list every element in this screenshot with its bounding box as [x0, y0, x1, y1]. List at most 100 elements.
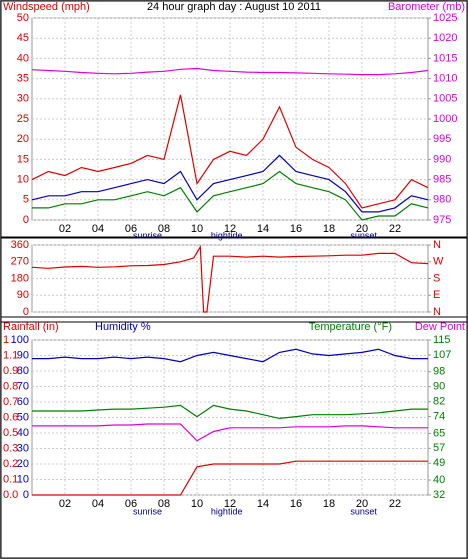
- x-tick-label: 22: [389, 498, 401, 510]
- event-label: hightide: [211, 230, 243, 240]
- y3-tick-label: 0.5: [3, 427, 18, 439]
- x-tick-label: 18: [323, 498, 335, 510]
- y-tick-label: 100: [11, 334, 29, 346]
- y2-tick-label: 980: [433, 194, 451, 206]
- y2-tick-label: 40: [433, 474, 445, 486]
- y-tick-label: 180: [11, 272, 29, 284]
- y-tick-label: 0: [23, 214, 29, 226]
- x-tick-label: 08: [158, 223, 170, 235]
- y2-tick-label: N: [433, 306, 441, 318]
- x-tick-label: 02: [59, 223, 71, 235]
- y-tick-label: 30: [17, 93, 29, 105]
- y2-tick-label: 995: [433, 133, 451, 145]
- y-tick-label: 90: [17, 289, 29, 301]
- y2-tick-label: 1005: [433, 93, 457, 105]
- y2-tick-label: 1015: [433, 52, 457, 64]
- event-label: sunset: [350, 506, 377, 516]
- y3-tick-label: 0.1: [3, 473, 18, 485]
- event-label: hightide: [211, 506, 243, 516]
- y2-tick-label: 1020: [433, 32, 457, 44]
- y3-tick-label: 0.2: [3, 458, 18, 470]
- y3-tick-label: 0.9: [3, 365, 18, 377]
- y2-tick-label: 1025: [433, 12, 457, 24]
- y3-tick-label: 1: [3, 334, 9, 346]
- series-line: [32, 170, 429, 221]
- x-tick-label: 16: [290, 223, 302, 235]
- x-tick-label: 06: [125, 223, 137, 235]
- series-line: [31, 244, 429, 313]
- y-tick-label: 270: [11, 256, 29, 268]
- y-axis-title: Windspeed (mph): [3, 1, 90, 13]
- y2-axis-title: Barometer (mb): [388, 1, 465, 13]
- y2-tick-label: 32: [433, 489, 445, 501]
- y-tick-label: 50: [17, 411, 29, 423]
- y-tick-label: 15: [17, 153, 29, 165]
- series-line: [31, 94, 429, 209]
- y3-tick-label: 1.1: [3, 349, 18, 361]
- x-tick-label: 10: [191, 498, 203, 510]
- y-tick-label: 50: [17, 12, 29, 24]
- y2-tick-label: 49: [433, 457, 445, 469]
- y2-tick-label: 115: [433, 334, 451, 346]
- y3-tick-label: 0.6: [3, 411, 18, 423]
- y2-tick-label: 98: [433, 366, 445, 378]
- legend-label: Humidity %: [95, 321, 151, 333]
- x-tick-label: 14: [257, 223, 269, 235]
- legend-label: Temperature (°F): [309, 321, 392, 333]
- y-tick-label: 90: [17, 349, 29, 361]
- y-tick-label: 360: [11, 239, 29, 251]
- y2-tick-label: 990: [433, 153, 451, 165]
- y3-tick-label: 0.3: [3, 442, 18, 454]
- y2-tick-label: 57: [433, 442, 445, 454]
- y-tick-label: 60: [17, 396, 29, 408]
- y-tick-label: 25: [17, 113, 29, 125]
- y2-tick-label: 90: [433, 381, 445, 393]
- x-tick-label: 22: [389, 223, 401, 235]
- x-tick-label: 18: [323, 223, 335, 235]
- series-line: [31, 67, 429, 76]
- x-tick-label: 02: [59, 498, 71, 510]
- y-tick-label: 0: [23, 306, 29, 318]
- series-line: [32, 348, 428, 363]
- legend-label: Rainfall (in): [3, 321, 59, 333]
- legend-label: Dew Point: [415, 321, 465, 333]
- y2-tick-label: 107: [433, 349, 451, 361]
- y-tick-label: 10: [17, 174, 29, 186]
- y-tick-label: 10: [17, 473, 29, 485]
- y-tick-label: 35: [17, 73, 29, 85]
- x-tick-label: 10: [191, 223, 203, 235]
- x-tick-label: 04: [92, 223, 104, 235]
- y-tick-label: 5: [23, 194, 29, 206]
- y2-tick-label: S: [433, 272, 440, 284]
- y2-tick-label: W: [433, 256, 444, 268]
- y-tick-label: 70: [17, 380, 29, 392]
- x-tick-label: 06: [125, 498, 137, 510]
- y3-tick-label: 0.8: [3, 380, 18, 392]
- event-label: sunrise: [133, 506, 162, 516]
- y3-tick-label: 0.0: [3, 489, 18, 501]
- x-tick-label: 20: [356, 223, 368, 235]
- series-line: [32, 423, 428, 442]
- series-line: [31, 154, 429, 213]
- chart-title: 24 hour graph day : August 10 2011: [147, 1, 321, 13]
- y2-tick-label: 65: [433, 427, 445, 439]
- panel-frame: [0, 237, 468, 323]
- panel-frame: [0, 0, 468, 238]
- x-tick-label: 12: [224, 223, 236, 235]
- y-tick-label: 20: [17, 133, 29, 145]
- y2-tick-label: E: [433, 289, 440, 301]
- y-tick-label: 20: [17, 458, 29, 470]
- y-tick-label: 30: [17, 442, 29, 454]
- y-tick-label: 0: [23, 489, 29, 501]
- y2-tick-label: N: [433, 239, 441, 251]
- y-tick-label: 80: [17, 365, 29, 377]
- panel-frame: [0, 316, 468, 559]
- event-label: sunrise: [133, 230, 162, 240]
- y-tick-label: 40: [17, 427, 29, 439]
- series-line: [32, 404, 428, 420]
- x-tick-label: 20: [356, 498, 368, 510]
- series-line: [32, 460, 428, 496]
- y2-tick-label: 975: [433, 214, 451, 226]
- x-tick-label: 12: [224, 498, 236, 510]
- x-tick-label: 04: [92, 498, 104, 510]
